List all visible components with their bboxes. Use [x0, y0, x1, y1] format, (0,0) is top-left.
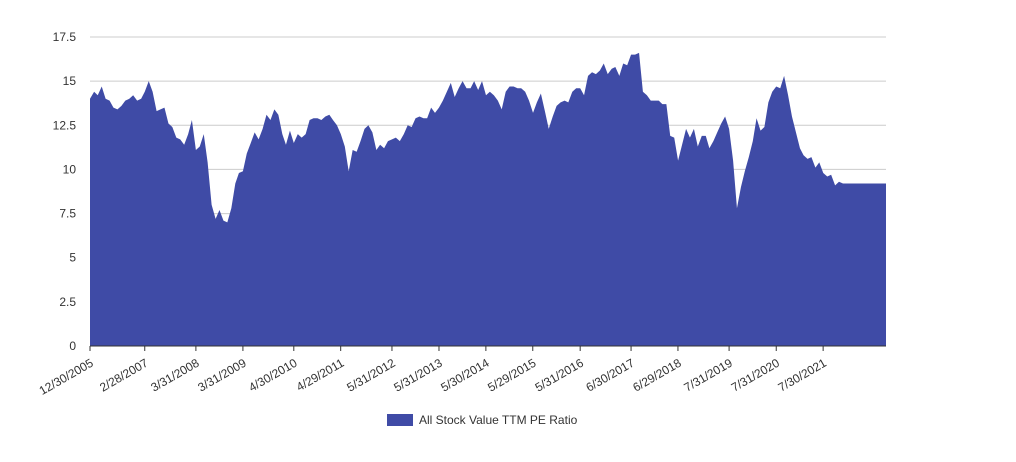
y-tick-label: 5: [69, 251, 76, 265]
x-tick-label: 7/31/2019: [682, 356, 736, 395]
x-tick-label: 5/30/2014: [438, 356, 492, 395]
x-tick-label: 3/31/2008: [148, 356, 202, 395]
axes: [89, 345, 886, 351]
y-axis-tick-labels: 0 2.5 5 7.5 10 12.5 15 17.5: [53, 30, 77, 353]
x-tick-label: 6/29/2018: [630, 356, 684, 395]
y-tick-label: 2.5: [59, 295, 76, 309]
y-tick-label: 12.5: [53, 118, 77, 132]
x-tick-label: 2/28/2007: [97, 356, 151, 395]
y-tick-label: 17.5: [53, 30, 77, 44]
legend-label[interactable]: All Stock Value TTM PE Ratio: [419, 413, 578, 427]
x-tick-label: 4/29/2011: [294, 356, 347, 395]
x-tick-label: 5/31/2013: [391, 356, 445, 395]
series-area[interactable]: [90, 52, 886, 346]
legend[interactable]: All Stock Value TTM PE Ratio: [387, 413, 578, 427]
x-tick-label: 7/30/2021: [776, 356, 830, 395]
x-tick-label: 4/30/2010: [246, 356, 300, 395]
x-tick-label: 12/30/2005: [37, 356, 96, 398]
series-area-layer: [90, 52, 886, 346]
x-tick-label: 6/30/2017: [584, 356, 638, 395]
y-tick-label: 7.5: [59, 207, 76, 221]
y-tick-label: 15: [63, 74, 77, 88]
x-tick-label: 5/31/2016: [533, 356, 587, 395]
legend-swatch[interactable]: [387, 414, 413, 426]
x-tick-label: 5/31/2012: [344, 356, 398, 395]
x-tick-label: 7/31/2020: [729, 356, 783, 395]
x-tick-label: 3/31/2009: [195, 356, 249, 395]
y-tick-label: 10: [63, 162, 77, 176]
x-tick-label: 5/29/2015: [485, 356, 539, 395]
x-axis-tick-labels: 12/30/2005 2/28/20073/31/20083/31/20094/3…: [37, 356, 829, 398]
y-tick-label: 0: [69, 339, 76, 353]
